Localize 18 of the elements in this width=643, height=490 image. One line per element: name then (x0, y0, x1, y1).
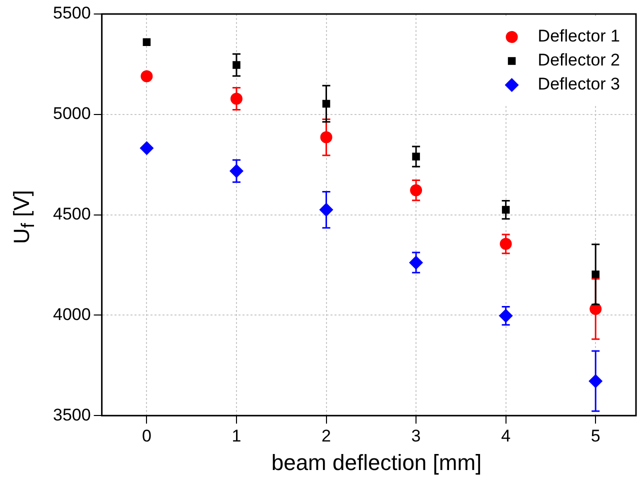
x-tick-label: 1 (232, 426, 242, 446)
x-tick-label: 2 (322, 426, 331, 446)
y-tick-label: 5000 (52, 104, 91, 124)
y-tick-label: 4500 (52, 204, 91, 224)
y-tick-label: 5500 (52, 4, 91, 23)
x-axis-title: beam deflection [mm] (270, 450, 483, 476)
x-tick-label: 3 (411, 426, 421, 446)
y-tick-label: 4000 (52, 304, 91, 324)
legend-label: Deflector 1 (538, 26, 620, 46)
x-tick-label: 0 (142, 426, 152, 446)
legend-label: Deflector 3 (538, 74, 620, 94)
point (142, 38, 151, 46)
x-tick-label: 5 (590, 426, 600, 446)
x-tick-label: 4 (501, 426, 511, 446)
point (140, 141, 154, 156)
point (140, 70, 153, 82)
y-tick-label: 3500 (52, 405, 91, 424)
legend-label: Deflector 2 (538, 50, 620, 70)
